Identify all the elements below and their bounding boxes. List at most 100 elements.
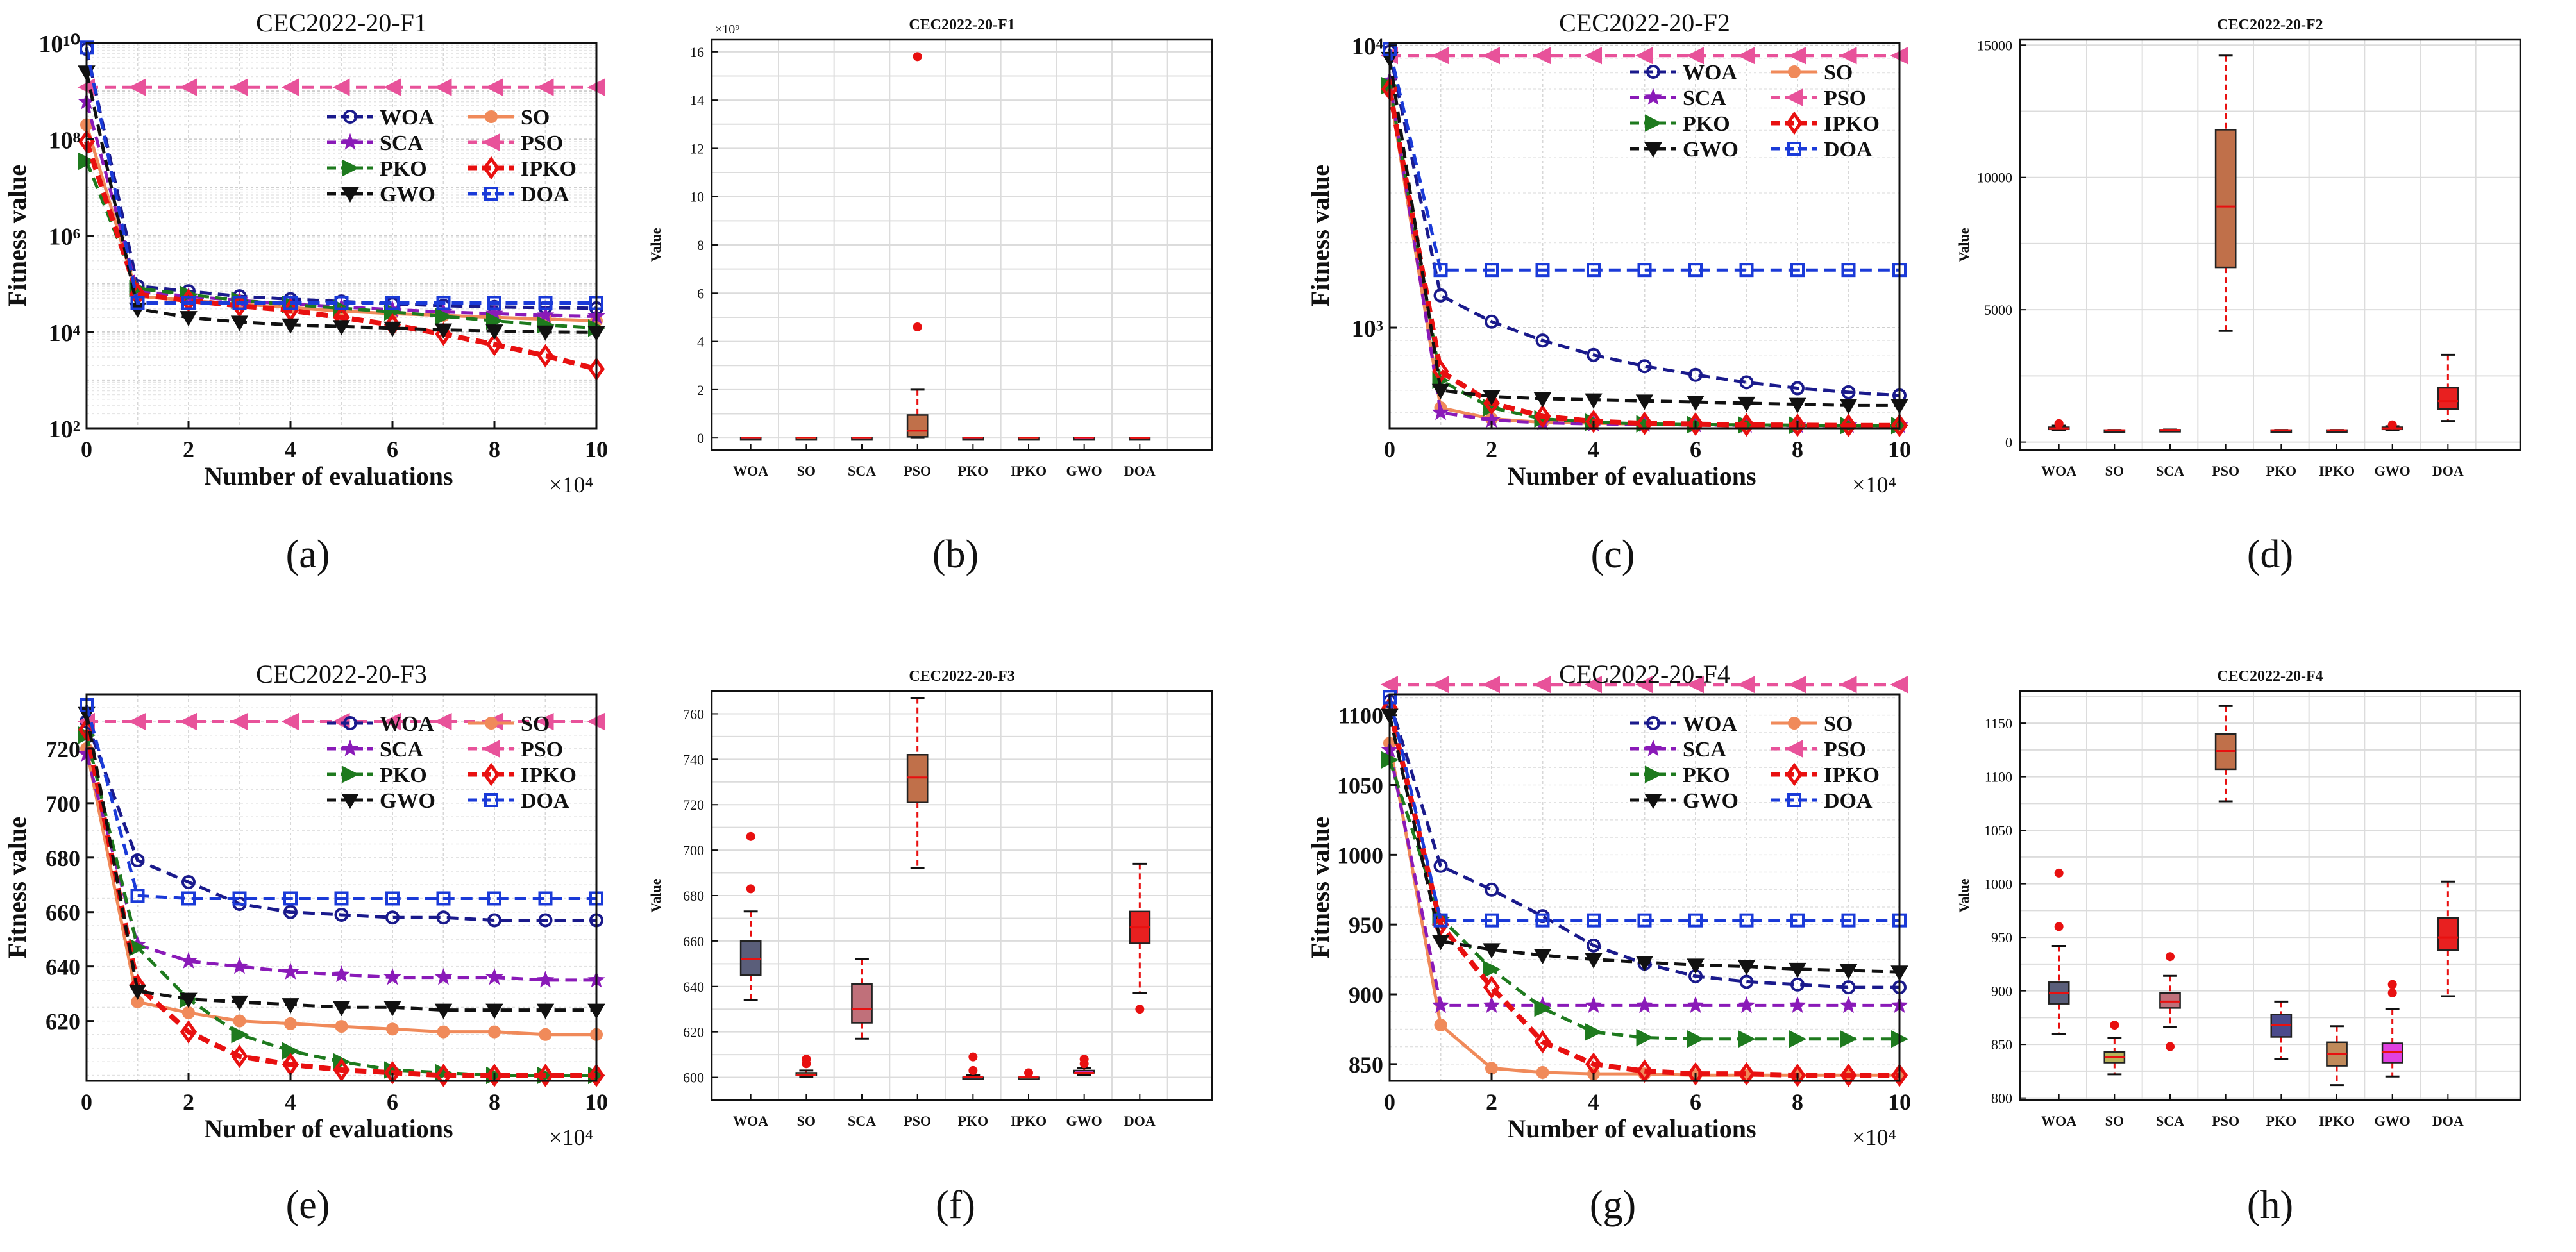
x-tick-label: 0 xyxy=(1384,1089,1395,1115)
legend-swatch-marker xyxy=(341,187,359,203)
data-point xyxy=(1380,676,1398,694)
x-tick-label: PKO xyxy=(957,1113,988,1129)
data-point xyxy=(487,913,501,928)
data-point xyxy=(1789,996,1806,1014)
data-point xyxy=(1431,383,1450,399)
legend-label: DOA xyxy=(1824,138,1873,162)
data-point xyxy=(128,78,146,96)
box-so xyxy=(795,437,818,441)
y-tick-label: 700 xyxy=(46,791,80,817)
data-point xyxy=(233,1014,246,1028)
x-axis-label: Number of evaluations xyxy=(1507,1114,1756,1143)
data-point xyxy=(1483,996,1501,1014)
data-point xyxy=(434,78,452,96)
y-tick-label: 10⁸ xyxy=(49,127,80,154)
data-point xyxy=(231,1026,249,1044)
y-tick-label: 0 xyxy=(697,430,704,446)
legend-label: SO xyxy=(521,712,550,736)
legend-item-so: SO xyxy=(468,106,550,129)
data-point xyxy=(332,1001,351,1017)
y-tick-label: 1000 xyxy=(1337,842,1383,868)
legend-item-gwo: GWO xyxy=(1630,789,1738,813)
x-axis-label: Number of evaluations xyxy=(1507,462,1756,490)
x-tick-label: PSO xyxy=(904,1113,931,1129)
legend-swatch-marker xyxy=(1646,65,1660,79)
legend-label: SO xyxy=(1824,61,1853,85)
x-tick-label: SCA xyxy=(848,1113,876,1129)
data-point xyxy=(1688,263,1703,278)
box-woa xyxy=(2048,419,2070,431)
series-gwo xyxy=(78,65,605,342)
x-tick-label: 10 xyxy=(1888,1089,1911,1115)
outlier-point xyxy=(968,1065,978,1075)
data-point xyxy=(1737,676,1755,694)
convergence-chart-7: 0 2 4 6 8 10 850 900 950 1000 1050 1100 CEC2022-20-F… xyxy=(1306,660,1911,1150)
series-pso xyxy=(77,78,605,96)
convergence-chart-5: 0 2 4 6 8 10 620 640 660 680 700 720 CEC2022-20-F3 Nu… xyxy=(3,660,608,1150)
data-point xyxy=(1534,1030,1551,1054)
legend-item-woa: WOA xyxy=(1630,61,1737,85)
y-axis-label: Value xyxy=(648,228,664,262)
legend-label: GWO xyxy=(380,183,435,206)
legend-swatch-marker xyxy=(1787,793,1801,807)
y-tick-label: 700 xyxy=(683,842,704,858)
box-iqr xyxy=(906,414,929,438)
legend-label: PSO xyxy=(1824,738,1866,762)
y-exponent-label: ×10⁹ xyxy=(715,22,739,37)
y-tick-label: 10² xyxy=(49,416,80,443)
panel-label: (b) xyxy=(932,533,979,576)
legend-item-sca: SCA xyxy=(327,738,423,762)
series-pso xyxy=(1380,676,1908,694)
legend-label: SCA xyxy=(1683,738,1726,762)
legend-item-doa: DOA xyxy=(1771,789,1873,813)
legend-item-so: SO xyxy=(1771,712,1853,736)
box-gwo xyxy=(2381,980,2403,1078)
data-point xyxy=(179,712,197,731)
data-point xyxy=(1840,1063,1857,1087)
y-axis-label: Value xyxy=(1956,228,1972,262)
data-point xyxy=(1839,399,1858,415)
y-tick-label: 1050 xyxy=(1337,772,1383,798)
x-tick-label: WOA xyxy=(733,1113,768,1129)
box-iqr xyxy=(906,753,929,803)
axes-frame xyxy=(1388,693,1901,1082)
x-tick-label: SCA xyxy=(2156,1113,2184,1129)
data-point xyxy=(1687,958,1705,974)
legend-swatch-marker xyxy=(341,133,359,150)
legend-item-pso: PSO xyxy=(468,738,563,762)
data-point xyxy=(1637,913,1652,928)
data-point xyxy=(130,853,145,868)
data-point xyxy=(383,321,401,337)
data-point xyxy=(1739,375,1754,390)
data-point xyxy=(1432,912,1449,937)
legend-swatch-marker xyxy=(1644,794,1662,810)
data-point xyxy=(485,1064,503,1087)
legend-swatch-marker xyxy=(1645,765,1663,783)
x-tick-label: WOA xyxy=(733,463,768,479)
outlier-point xyxy=(2387,988,2397,997)
data-point xyxy=(1789,413,1806,437)
x-tick-label: 2 xyxy=(1486,1089,1497,1115)
x-tick-label: 6 xyxy=(387,1089,398,1115)
outlier-point xyxy=(2110,1021,2119,1030)
legend-label: WOA xyxy=(1683,61,1737,85)
data-point xyxy=(334,891,349,906)
box-gwo xyxy=(2381,420,2403,431)
box-doa xyxy=(1129,437,1151,441)
data-point xyxy=(1840,413,1857,438)
legend-swatch-marker xyxy=(482,156,500,180)
box-iqr xyxy=(2214,129,2237,269)
data-point xyxy=(1687,1030,1705,1048)
data-point xyxy=(1739,974,1754,989)
box-pko xyxy=(2270,1000,2293,1061)
y-tick-label: 10⁴ xyxy=(49,320,81,347)
outlier-point xyxy=(1135,1005,1145,1014)
data-point xyxy=(1890,676,1908,694)
legend-label: GWO xyxy=(1683,789,1738,813)
data-point xyxy=(230,78,248,96)
x-tick-label: 2 xyxy=(183,1089,194,1115)
chart-title: CEC2022-20-F3 xyxy=(256,660,427,689)
y-tick-label: 620 xyxy=(683,1024,704,1040)
grid xyxy=(2020,40,2520,450)
data-point xyxy=(1534,405,1551,428)
